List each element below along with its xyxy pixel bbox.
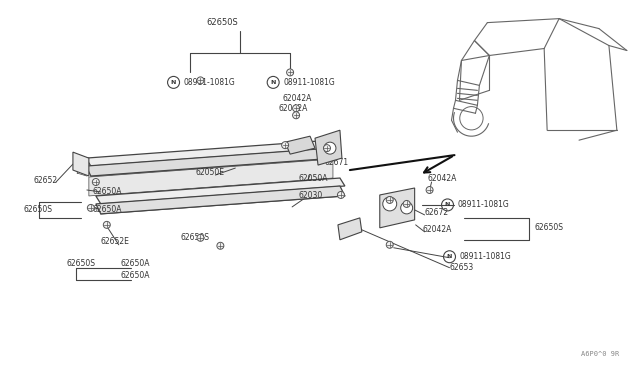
Text: 62650A: 62650A (93, 187, 122, 196)
Polygon shape (86, 148, 335, 176)
Text: A6P0^0 9R: A6P0^0 9R (580, 352, 619, 357)
Text: 62652E: 62652E (101, 237, 130, 246)
Polygon shape (89, 159, 333, 196)
Polygon shape (315, 130, 342, 165)
Circle shape (287, 69, 294, 76)
Text: 62653: 62653 (449, 263, 474, 272)
Circle shape (282, 142, 289, 149)
Circle shape (403, 201, 410, 208)
Text: 08911-1081G: 08911-1081G (283, 78, 335, 87)
Text: N: N (171, 80, 176, 85)
Text: 62650A: 62650A (121, 271, 150, 280)
Text: 62671: 62671 (325, 158, 349, 167)
Text: N: N (445, 202, 450, 208)
Circle shape (292, 112, 300, 119)
Circle shape (426, 186, 433, 193)
Text: 62042A: 62042A (278, 104, 308, 113)
Polygon shape (96, 178, 345, 204)
Polygon shape (285, 136, 315, 154)
Circle shape (292, 105, 300, 112)
Text: 62650A: 62650A (121, 259, 150, 268)
Text: 62650S: 62650S (23, 205, 52, 214)
Circle shape (401, 202, 413, 214)
Text: 62650S: 62650S (534, 223, 563, 232)
Text: 62650S: 62650S (207, 18, 238, 27)
Text: 62042A: 62042A (282, 94, 312, 103)
Text: 62050A: 62050A (298, 173, 328, 183)
Text: 62042A: 62042A (422, 225, 452, 234)
Polygon shape (380, 188, 415, 228)
Text: 62050E: 62050E (195, 167, 225, 177)
Circle shape (197, 77, 204, 84)
Polygon shape (338, 218, 362, 240)
Polygon shape (96, 186, 345, 214)
Circle shape (92, 179, 99, 186)
Text: N: N (271, 80, 276, 85)
Text: 08911-1081G: 08911-1081G (458, 201, 509, 209)
Text: 62650A: 62650A (93, 205, 122, 214)
Circle shape (337, 192, 344, 198)
Circle shape (324, 142, 336, 154)
Polygon shape (86, 140, 335, 166)
Text: 62030: 62030 (298, 192, 323, 201)
Circle shape (217, 242, 224, 249)
Circle shape (387, 196, 393, 203)
Text: N: N (447, 254, 452, 259)
Polygon shape (73, 152, 89, 176)
Text: 08911-1081G: 08911-1081G (184, 78, 236, 87)
Circle shape (103, 221, 110, 228)
Text: 62672: 62672 (424, 208, 449, 217)
Circle shape (88, 205, 94, 211)
Circle shape (383, 197, 397, 211)
Text: 62042A: 62042A (428, 173, 457, 183)
Text: 08911-1081G: 08911-1081G (460, 252, 511, 261)
Circle shape (387, 241, 393, 248)
Text: 62650S: 62650S (180, 233, 209, 242)
Text: 62650S: 62650S (67, 259, 96, 268)
Text: 62652: 62652 (33, 176, 57, 185)
Circle shape (197, 234, 204, 241)
Circle shape (323, 145, 330, 152)
